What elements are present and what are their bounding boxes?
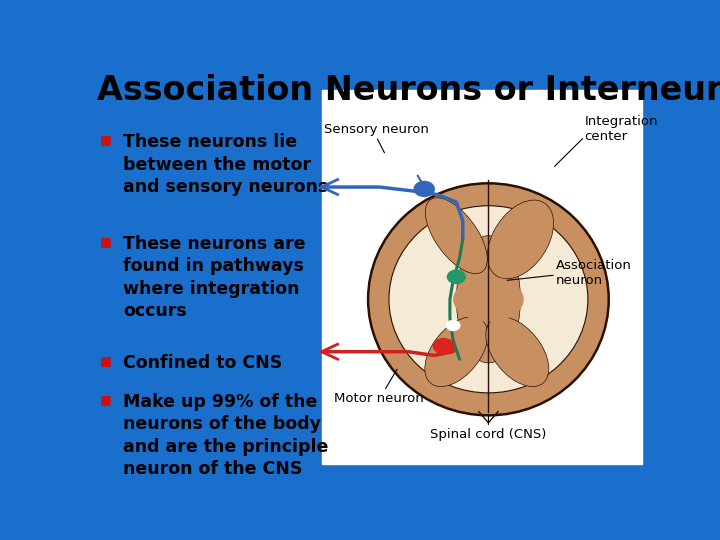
Text: These neurons lie
between the motor
and sensory neurons: These neurons lie between the motor and …	[124, 133, 329, 196]
Text: Integration
center: Integration center	[585, 115, 658, 143]
Text: Spinal cord (CNS): Spinal cord (CNS)	[431, 428, 546, 441]
Ellipse shape	[453, 277, 523, 322]
Ellipse shape	[368, 183, 608, 415]
Circle shape	[447, 270, 465, 284]
Ellipse shape	[487, 200, 554, 279]
Text: Motor neuron: Motor neuron	[335, 392, 424, 405]
Text: Make up 99% of the
neurons of the body
and are the principle
neuron of the CNS: Make up 99% of the neurons of the body a…	[124, 393, 329, 478]
Ellipse shape	[486, 317, 549, 387]
Ellipse shape	[456, 235, 521, 363]
Text: ■: ■	[100, 133, 112, 146]
Circle shape	[446, 321, 460, 330]
Circle shape	[433, 339, 454, 354]
Text: Association Neurons or Interneurons: Association Neurons or Interneurons	[96, 74, 720, 107]
Ellipse shape	[426, 198, 487, 274]
Text: ■: ■	[100, 354, 112, 367]
Text: Association
neuron: Association neuron	[556, 259, 631, 287]
Text: ■: ■	[100, 235, 112, 248]
FancyBboxPatch shape	[322, 90, 642, 464]
Text: ■: ■	[100, 393, 112, 406]
Ellipse shape	[425, 317, 488, 387]
Text: These neurons are
found in pathways
where integration
occurs: These neurons are found in pathways wher…	[124, 235, 306, 320]
Text: Confined to CNS: Confined to CNS	[124, 354, 283, 372]
Ellipse shape	[389, 206, 588, 393]
Circle shape	[414, 181, 434, 197]
Text: Sensory neuron: Sensory neuron	[324, 123, 428, 136]
